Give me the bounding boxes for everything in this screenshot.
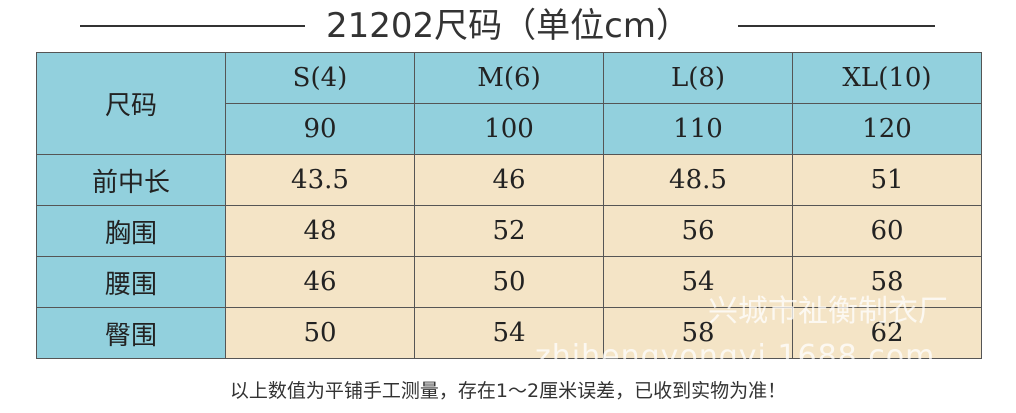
height-header: 110 [603, 103, 793, 155]
row-label: 腰围 [36, 256, 226, 308]
row-label: 胸围 [36, 205, 226, 257]
value-cell: 46 [225, 256, 415, 308]
value-cell: 50 [414, 256, 604, 308]
measure-row: 腰围 46 50 54 58 [36, 256, 982, 308]
measure-row: 胸围 48 52 56 60 [36, 205, 982, 257]
size-header: L(8) [603, 52, 793, 104]
height-row: 90 100 110 120 [37, 103, 982, 155]
size-row: 尺码 S(4) M(6) L(8) XL(10) [36, 52, 982, 155]
value-cell: 58 [603, 307, 793, 359]
size-table: 尺码 S(4) M(6) L(8) XL(10) 90 100 110 120 前中长 43.… [36, 52, 982, 359]
height-header: 120 [792, 103, 982, 155]
value-cell: 51 [792, 154, 982, 206]
table-body: 尺码 S(4) M(6) L(8) XL(10) 90 100 110 120 前中长 43.… [36, 52, 982, 359]
value-cell: 46 [414, 154, 604, 206]
value-cell: 48.5 [603, 154, 793, 206]
value-cell: 62 [792, 307, 982, 359]
measure-row: 前中长 43.5 46 48.5 51 [36, 154, 982, 206]
value-cell: 60 [792, 205, 982, 257]
title-rule-left [80, 25, 305, 27]
watermark-site: zhihengyongyi.1688.com [535, 339, 936, 374]
watermark-company: 兴城市祉衡制衣厂 [708, 294, 948, 329]
size-header: XL(10) [792, 52, 982, 104]
size-header: M(6) [414, 52, 604, 104]
size-header: S(4) [225, 52, 415, 104]
note: 以上数值为平铺手工测量，存在1～2厘米误差，已收到实物为准！ [229, 380, 787, 402]
measure-row: 臀围 50 54 58 62 [36, 307, 982, 359]
value-cell: 50 [225, 307, 415, 359]
value-cell: 56 [603, 205, 793, 257]
corner-cell: 尺码 [36, 52, 226, 155]
value-cell: 43.5 [225, 154, 415, 206]
height-header: 90 [225, 103, 415, 155]
title: 21202尺码（单位cm） [326, 6, 690, 46]
value-cell: 54 [603, 256, 793, 308]
value-cell: 52 [414, 205, 604, 257]
row-label: 前中长 [36, 154, 226, 206]
value-cell: 48 [225, 205, 415, 257]
title-rule-right [738, 25, 935, 27]
row-label: 臀围 [36, 307, 226, 359]
height-header: 100 [414, 103, 604, 155]
